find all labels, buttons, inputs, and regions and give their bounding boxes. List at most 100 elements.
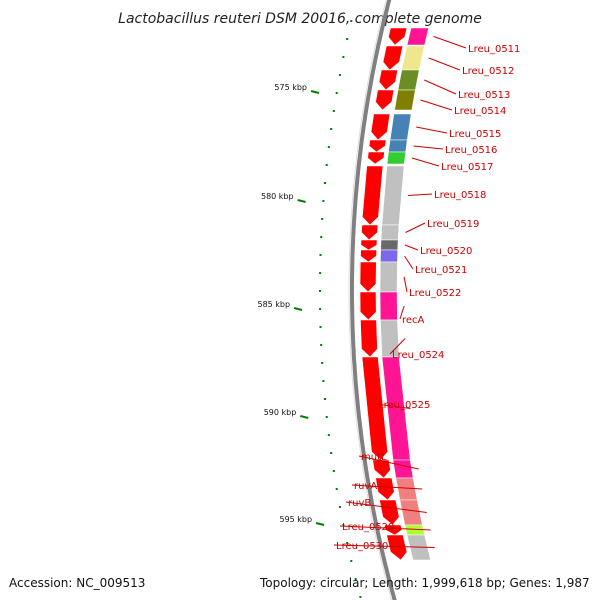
gc-skew-dot xyxy=(335,488,338,490)
kbp-label: 595 kbp xyxy=(279,515,312,524)
gene-leader-line xyxy=(358,455,419,470)
gene-arrow xyxy=(368,139,387,153)
gc-skew-dot xyxy=(322,380,325,382)
gene-arrow xyxy=(361,224,379,241)
gc-skew-dot xyxy=(324,398,326,400)
gene-arrow xyxy=(382,45,404,71)
gene-label: Lreu_0519 xyxy=(427,219,479,230)
gene-cog-block xyxy=(394,89,416,111)
gene-cog-block xyxy=(380,239,399,251)
gene-arrow xyxy=(361,356,389,461)
gene-leader-line xyxy=(405,222,426,233)
gene-label: Lreu_0525 xyxy=(378,400,430,411)
gene-arrow xyxy=(361,165,384,226)
gene-cog-block xyxy=(406,27,429,46)
gene-label: recA xyxy=(402,315,425,326)
kbp-label: 580 kbp xyxy=(261,192,294,201)
gc-skew-dot xyxy=(330,452,333,454)
kbp-ticks: 575 kbp 580 kbp 585 kbp 590 kbp 595 kbp xyxy=(257,83,325,526)
gc-skew-dot xyxy=(335,92,338,94)
gene-leader-line xyxy=(416,126,448,134)
gene-label: Lreu_0530 xyxy=(336,541,388,552)
kbp-label: 585 kbp xyxy=(257,300,290,309)
gc-skew-dot xyxy=(319,308,322,310)
gene-labels: Lreu_0511 Lreu_0512 Lreu_0513 Lreu_0514 Lreu… xyxy=(333,36,520,552)
gene-label: Lreu_0513 xyxy=(458,90,510,101)
gene-leader-line xyxy=(403,276,408,293)
gc-skew-dot xyxy=(319,254,322,256)
gene-label: Lreu_0515 xyxy=(449,129,501,140)
kbp-label: 575 kbp xyxy=(274,83,307,92)
gc-skew-dot xyxy=(319,326,322,328)
gene-leader-line xyxy=(375,403,411,409)
gene-leader-line xyxy=(351,484,423,490)
gene-label: mutL xyxy=(361,452,387,463)
gc-skew-dot xyxy=(321,362,324,364)
gc-skew-dot xyxy=(322,200,325,202)
map-title: Lactobacillus reuteri DSM 20016, complet… xyxy=(118,11,482,27)
gene-leader-line xyxy=(389,338,406,355)
gc-skew-dot xyxy=(350,20,353,22)
gc-skew-dot xyxy=(320,236,323,238)
gene-cog-block xyxy=(381,165,405,226)
gene-arrow xyxy=(386,534,408,561)
gc-skew-dot xyxy=(350,560,353,562)
gene-cog-block xyxy=(401,45,425,71)
backbone-inner xyxy=(348,0,393,600)
gene-arrow xyxy=(375,89,395,111)
gc-skew-dot xyxy=(338,506,341,508)
gc-skew-dot xyxy=(325,416,328,418)
gene-label: Lreu_0511 xyxy=(468,44,520,55)
gene-leader-line xyxy=(408,193,433,196)
gc-skew-dot xyxy=(332,110,335,112)
gc-skew-dot xyxy=(330,128,333,130)
gc-skew-dot xyxy=(338,74,341,76)
gene-arrow xyxy=(388,27,408,46)
gc-skew-dot xyxy=(346,38,349,40)
gc-skew-dot xyxy=(359,596,362,598)
kbp-tick xyxy=(293,307,303,311)
gene-label: Lreu_0512 xyxy=(462,66,514,77)
backbone-ring xyxy=(348,0,397,600)
gene-leader-line xyxy=(404,255,414,270)
gene-label: ruvA xyxy=(354,481,377,492)
gene-leader-line xyxy=(411,157,440,167)
gene-label: Lreu_0520 xyxy=(420,246,472,257)
gene-arrow xyxy=(359,261,377,293)
gene-arrow xyxy=(370,113,391,141)
gene-arrow xyxy=(375,477,395,501)
gene-leader-line xyxy=(420,99,453,111)
gene-cog-block xyxy=(389,113,412,141)
gene-label: Lreu_0522 xyxy=(409,288,461,299)
gc-skew-track xyxy=(319,20,362,598)
kbp-label: 590 kbp xyxy=(264,408,297,417)
gene-leader-line xyxy=(413,145,444,150)
gc-skew-dot xyxy=(342,524,345,526)
gene-cog-block xyxy=(380,249,398,263)
gene-arrow xyxy=(360,239,378,251)
gene-arrow xyxy=(378,69,399,91)
gene-leader-line xyxy=(424,79,457,95)
gene-leader-line xyxy=(339,525,431,531)
gc-skew-dot xyxy=(342,56,345,58)
kbp-tick xyxy=(315,522,325,526)
gene-label: Lreu_0524 xyxy=(392,350,444,361)
gene-label: Lreu_0517 xyxy=(441,162,493,173)
gene-leader-line xyxy=(399,305,405,320)
gc-skew-dot xyxy=(319,272,322,274)
gc-skew-dot xyxy=(320,344,323,346)
gene-cog-block xyxy=(386,151,406,165)
gene-cog-block xyxy=(379,261,398,293)
kbp-tick xyxy=(310,90,320,94)
gene-arrow xyxy=(360,249,378,263)
gene-cog-block xyxy=(397,69,420,91)
gene-arrow xyxy=(359,291,377,321)
gc-skew-dot xyxy=(327,146,330,148)
gene-arrow xyxy=(367,151,385,165)
gene-leader-line xyxy=(428,57,461,71)
gene-arrow xyxy=(379,499,400,526)
gene-leader-line xyxy=(433,36,467,49)
gene-leader-line xyxy=(404,244,419,251)
gene-label: ruvB xyxy=(348,498,371,509)
